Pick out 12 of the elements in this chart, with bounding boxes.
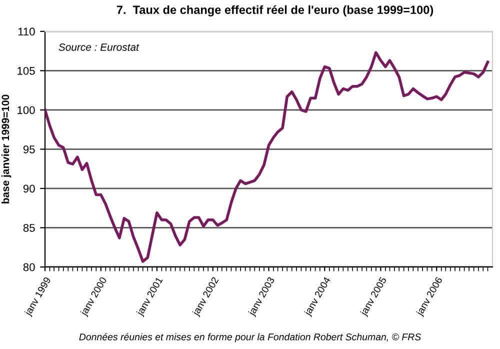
y-tick-label: 100	[18, 106, 35, 114]
y-axis-title: base janvier 1999=100	[1, 94, 12, 204]
y-tick-label: 95	[23, 145, 35, 154]
line-series	[45, 51, 490, 263]
y-tick-label: 110	[18, 28, 35, 36]
y-tick-label: 80	[23, 263, 35, 272]
y-tick-label: 105	[18, 66, 35, 75]
chart-title: 7. Taux de change effectif réel de l'euro (base 1999=100)	[116, 5, 434, 16]
annotation: Source : Eurostat	[58, 43, 140, 51]
y-tick-label: 85	[23, 224, 35, 232]
y-tick-label: 90	[23, 184, 35, 193]
text: Données réunies et mises en forme pour la Fondation Robert Schuman, © FRS	[79, 333, 422, 342]
